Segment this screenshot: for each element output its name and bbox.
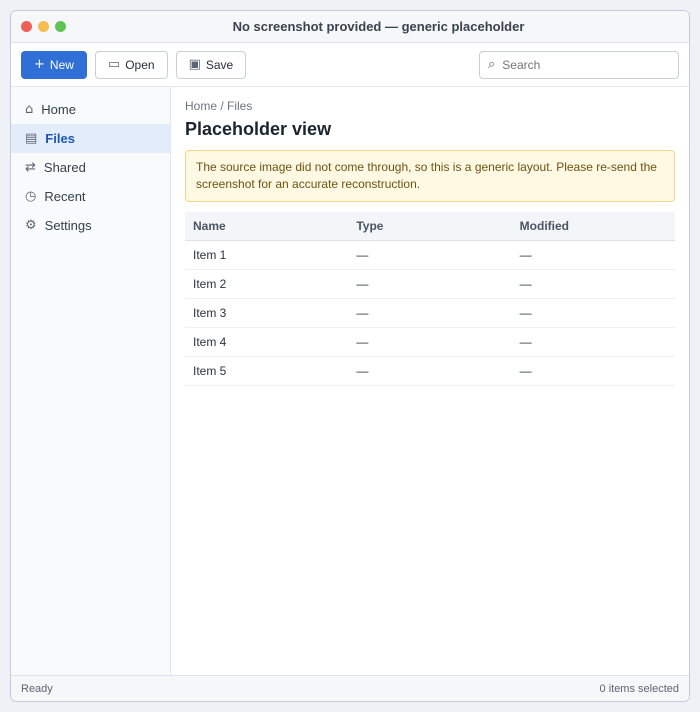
table-cell: — xyxy=(348,269,512,299)
window-controls xyxy=(21,21,66,32)
page-title: Placeholder view xyxy=(185,119,332,139)
save-button-label: Save xyxy=(205,57,234,72)
save-icon: ▣ xyxy=(188,57,201,72)
sidebar-item-recent[interactable]: ◷ Recent xyxy=(11,182,170,211)
content-area: ⌂ Home ▤ Files ⇄ Shared ◷ Recent ⚙ Settings Home … xyxy=(11,87,689,675)
open-button[interactable]: ▭ Open xyxy=(94,50,168,79)
table-cell: — xyxy=(511,298,675,328)
column-header[interactable]: Modified xyxy=(511,211,675,241)
title-bar: No screenshot provided — generic placeho… xyxy=(11,11,689,43)
sidebar-item-settings[interactable]: ⚙ Settings xyxy=(11,211,170,240)
new-button-label: New xyxy=(49,57,74,72)
sidebar-item-label: Recent xyxy=(44,189,86,204)
column-header[interactable]: Type xyxy=(348,211,512,241)
table-cell: — xyxy=(511,240,675,270)
sidebar-item-label: Home xyxy=(41,102,76,117)
sidebar-item-label: Shared xyxy=(43,160,86,175)
search-input[interactable] xyxy=(500,56,670,73)
sidebar: ⌂ Home ▤ Files ⇄ Shared ◷ Recent ⚙ Settings xyxy=(11,87,171,675)
table-cell: — xyxy=(511,327,675,357)
sidebar-item-shared[interactable]: ⇄ Shared xyxy=(11,153,170,182)
table-row[interactable]: Item 2— — xyxy=(185,269,675,299)
table-cell: — xyxy=(511,269,675,299)
save-button[interactable]: ▣ Save xyxy=(175,50,247,79)
table-cell: Item 5 xyxy=(185,356,349,386)
sidebar-item-label: Files xyxy=(45,131,75,146)
search-box: ⌕ xyxy=(479,50,679,79)
window-title: No screenshot provided — generic placeho… xyxy=(232,19,525,34)
table-cell: — xyxy=(348,356,512,386)
table-header-row: Name Type Modified xyxy=(185,211,675,241)
folder-icon: ▭ xyxy=(107,57,121,72)
table-cell: — xyxy=(348,298,512,328)
plus-icon: + xyxy=(34,57,45,72)
sidebar-home-icon: ⌂ xyxy=(25,102,34,117)
toolbar: + New ▭ Open ▣ Save ⌕ xyxy=(11,43,689,87)
placeholder-notice: The source image did not come through, s… xyxy=(185,150,675,202)
sidebar-item-files[interactable]: ▤ Files xyxy=(11,124,170,153)
table-row[interactable]: Item 4— — xyxy=(185,327,675,357)
table-row[interactable]: Item 5— — xyxy=(185,356,675,386)
table-row[interactable]: Item 1— — xyxy=(185,240,675,270)
sidebar-files-icon: ▤ xyxy=(25,131,38,146)
close-window-button[interactable] xyxy=(21,21,32,32)
search-icon: ⌕ xyxy=(488,57,496,72)
sidebar-item-home[interactable]: ⌂ Home xyxy=(11,95,170,124)
table-cell: Item 1 xyxy=(185,240,349,270)
status-right: 0 items selected xyxy=(599,682,679,695)
column-header[interactable]: Name xyxy=(185,211,349,241)
table-row[interactable]: Item 3— — xyxy=(185,298,675,328)
new-button[interactable]: + New xyxy=(21,50,87,79)
main-panel: Home / Files Placeholder view The source… xyxy=(171,87,689,675)
table-cell: Item 4 xyxy=(185,327,349,357)
table-cell: — xyxy=(511,356,675,386)
table-cell: Item 3 xyxy=(185,298,349,328)
table-cell: — xyxy=(348,240,512,270)
minimize-window-button[interactable] xyxy=(38,21,49,32)
table-cell: Item 2 xyxy=(185,269,349,299)
open-button-label: Open xyxy=(125,57,155,72)
app-window: No screenshot provided — generic placeho… xyxy=(10,10,690,702)
sidebar-settings-icon: ⚙ xyxy=(25,218,37,233)
breadcrumb: Home / Files xyxy=(185,99,253,113)
maximize-window-button[interactable] xyxy=(55,21,66,32)
sidebar-item-label: Settings xyxy=(44,218,92,233)
status-left: Ready xyxy=(21,682,53,695)
sidebar-recent-icon: ◷ xyxy=(25,189,37,204)
table-cell: — xyxy=(348,327,512,357)
status-bar: Ready 0 items selected xyxy=(11,675,689,701)
sidebar-shared-icon: ⇄ xyxy=(25,160,36,175)
file-table: Name Type Modified Item 1— — Item 2— — Item 3—… xyxy=(185,211,675,386)
